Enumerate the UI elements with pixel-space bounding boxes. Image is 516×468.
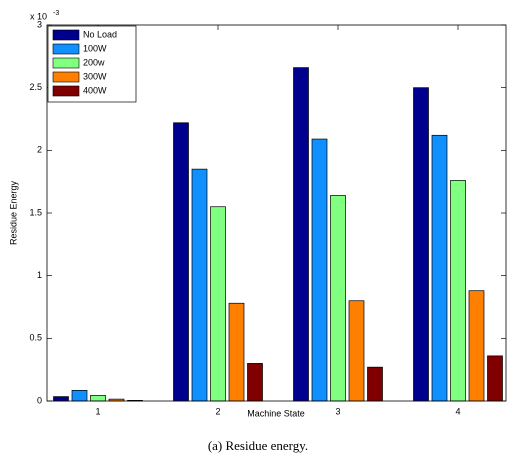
bar bbox=[228, 302, 245, 402]
bar bbox=[431, 134, 448, 402]
y-tick-label: 2.5 bbox=[29, 82, 42, 92]
bar bbox=[487, 355, 503, 402]
bar bbox=[311, 138, 328, 402]
x-tick-label: 3 bbox=[335, 406, 340, 416]
y-tick-label: 0.5 bbox=[29, 333, 42, 343]
y-tick-label: 2 bbox=[37, 145, 42, 155]
bar bbox=[173, 122, 189, 402]
bar bbox=[367, 366, 383, 402]
bar bbox=[468, 290, 485, 402]
legend-swatch bbox=[52, 71, 80, 83]
legend-label: 400W bbox=[83, 85, 107, 95]
y-scale-exponent: -3 bbox=[53, 10, 59, 17]
y-tick-label: 3 bbox=[37, 19, 42, 29]
y-tick-label: 1 bbox=[37, 270, 42, 280]
y-tick-label: 1.5 bbox=[29, 207, 42, 217]
x-tick-label: 4 bbox=[455, 406, 460, 416]
legend-swatch bbox=[52, 85, 80, 97]
legend-label: 100W bbox=[83, 43, 107, 53]
bar bbox=[53, 396, 69, 402]
bar bbox=[293, 67, 309, 402]
bar bbox=[330, 195, 346, 402]
bar bbox=[247, 363, 263, 402]
x-tick-label: 2 bbox=[215, 406, 220, 416]
x-axis-label: Machine State bbox=[247, 408, 305, 418]
plot-frame bbox=[46, 24, 507, 402]
caption: (a) Residue energy. bbox=[208, 438, 308, 453]
bar bbox=[90, 395, 106, 402]
bar bbox=[191, 168, 208, 402]
y-scale-base: x 10 bbox=[30, 11, 47, 21]
bar bbox=[348, 300, 365, 402]
legend-label: 200w bbox=[83, 57, 105, 67]
x-tick-label: 1 bbox=[95, 406, 100, 416]
legend-label: 300W bbox=[83, 71, 107, 81]
bar bbox=[71, 389, 88, 402]
bar bbox=[210, 206, 226, 402]
bar bbox=[413, 87, 429, 402]
bar bbox=[450, 180, 466, 402]
y-tick-label: 0 bbox=[37, 395, 42, 405]
legend-swatch bbox=[52, 43, 80, 55]
y-axis-label: Residue Energy bbox=[8, 180, 18, 245]
legend-swatch bbox=[52, 57, 80, 69]
legend-label: No Load bbox=[83, 29, 117, 39]
legend-swatch bbox=[52, 29, 80, 41]
